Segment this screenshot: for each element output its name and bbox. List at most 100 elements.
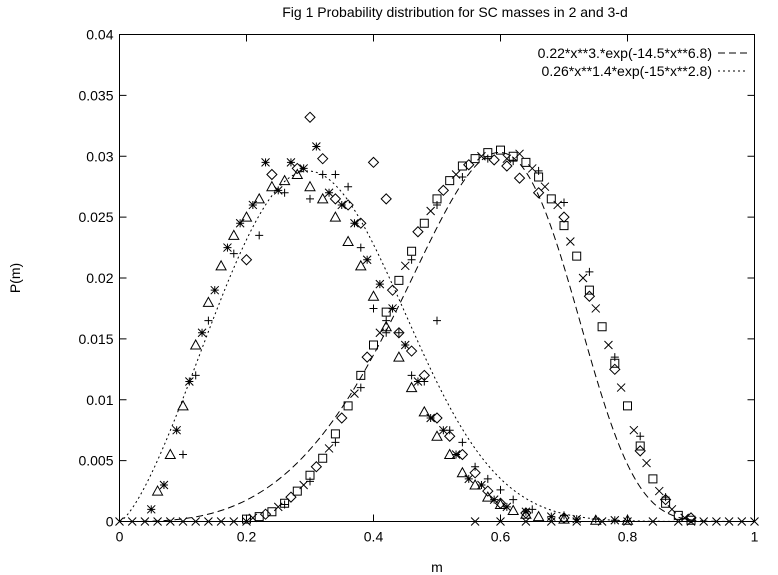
data-point-plus	[204, 316, 213, 325]
data-point-diamond	[463, 159, 475, 171]
data-point-cross	[540, 182, 550, 192]
data-point-triangle	[266, 180, 278, 192]
data-point-star	[546, 512, 556, 521]
data-point-diamond	[336, 412, 348, 424]
data-point-cross	[680, 513, 690, 523]
data-point-cross	[572, 517, 582, 526]
data-point-triangle	[589, 514, 602, 525]
data-point-plus	[471, 462, 480, 471]
data-point-cross	[127, 517, 137, 526]
data-point-plus	[306, 477, 314, 486]
data-point-triangle	[304, 180, 316, 192]
data-point-triangle	[227, 229, 240, 240]
data-point-star	[299, 164, 309, 173]
data-point-diamond	[361, 351, 373, 363]
x-tick-label: 1	[751, 529, 759, 545]
data-point-triangle	[405, 381, 418, 393]
y-tick-label: 0.005	[78, 453, 113, 469]
data-point-triangle	[621, 514, 634, 525]
data-point-star	[235, 218, 245, 228]
data-point-star	[324, 188, 334, 198]
data-point-plus	[483, 474, 492, 483]
data-point-star	[210, 285, 220, 295]
data-point-cross	[673, 517, 683, 526]
data-point-diamond	[494, 497, 507, 509]
data-point-box	[318, 453, 328, 463]
data-point-diamond	[367, 156, 380, 169]
data-point-box	[597, 322, 607, 332]
data-point-cross	[724, 517, 734, 526]
data-point-diamond	[558, 512, 570, 524]
data-point-diamond	[583, 290, 596, 302]
data-point-triangle	[177, 399, 189, 411]
data-point-cross	[299, 480, 309, 490]
data-point-plus	[636, 432, 645, 441]
data-point-diamond	[609, 363, 621, 376]
data-point-diamond	[634, 445, 646, 457]
data-point-plus	[331, 438, 340, 447]
data-point-diamond	[405, 345, 418, 357]
data-point-plus	[407, 255, 416, 264]
y-tick-label: 0.01	[86, 392, 113, 408]
data-point-diamond	[437, 184, 450, 197]
data-point-diamond	[456, 448, 469, 461]
data-point-box	[432, 194, 442, 204]
data-point-star	[362, 255, 372, 265]
data-point-diamond	[240, 254, 253, 266]
data-point-box	[508, 151, 518, 161]
data-point-cross	[565, 237, 575, 246]
data-point-plus	[318, 170, 327, 179]
data-point-triangle	[393, 351, 405, 362]
data-point-cross	[350, 389, 359, 399]
data-point-cross	[375, 328, 385, 338]
data-point-diamond	[532, 187, 545, 199]
data-point-star	[337, 200, 347, 210]
data-point-plus	[229, 249, 238, 258]
data-point-star	[311, 142, 321, 151]
data-point-plus	[331, 170, 340, 179]
data-point-cross	[623, 517, 632, 526]
data-point-cross	[229, 517, 239, 526]
data-points	[115, 111, 759, 526]
data-point-diamond	[513, 172, 526, 184]
data-point-box	[470, 154, 480, 164]
data-point-box	[369, 340, 378, 350]
data-point-diamond	[316, 152, 329, 165]
data-point-plus	[356, 383, 365, 392]
y-tick-label: 0.025	[78, 209, 113, 225]
data-point-plus	[591, 515, 600, 524]
data-point-triangle	[431, 430, 443, 441]
fit-curve	[119, 170, 755, 522]
data-point-diamond	[393, 327, 405, 339]
data-point-box	[394, 275, 404, 285]
data-point-cross	[153, 517, 162, 526]
data-point-star	[375, 279, 385, 289]
axis-ticks: 0 0.2 0.4 0.6 0.8 1 0 0.005 0.01 0.015 0.02 0.025 0.…	[78, 27, 758, 545]
data-point-diamond	[685, 512, 697, 524]
data-point-box	[407, 246, 417, 256]
data-point-star	[451, 450, 461, 459]
data-point-star	[159, 480, 169, 490]
data-point-box	[584, 285, 594, 295]
data-point-plus	[433, 316, 441, 325]
data-point-plus	[483, 154, 492, 163]
data-point-plus	[382, 316, 391, 325]
data-point-diamond	[482, 485, 494, 497]
data-point-diamond	[412, 226, 424, 238]
data-point-triangle	[215, 259, 227, 271]
data-point-star	[350, 218, 359, 228]
data-point-star	[146, 504, 156, 514]
data-point-plus	[191, 371, 200, 380]
data-point-triangle	[151, 485, 164, 496]
data-point-star	[477, 480, 486, 490]
y-tick-label: 0.03	[86, 148, 113, 164]
data-point-diamond	[443, 430, 456, 442]
y-tick-label: 0.015	[78, 331, 113, 347]
data-point-plus	[585, 267, 594, 276]
data-point-box	[242, 514, 251, 524]
data-point-cross	[400, 261, 410, 271]
data-point-cross	[496, 517, 505, 526]
data-point-diamond	[266, 168, 278, 181]
data-point-plus	[528, 505, 537, 514]
x-tick-label: 0.2	[237, 529, 257, 545]
